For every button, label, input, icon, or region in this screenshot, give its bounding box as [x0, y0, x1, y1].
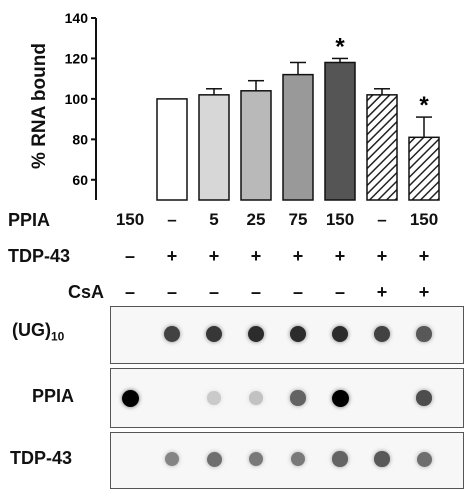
ppia-value: 25	[246, 210, 266, 229]
tdp43-dot	[416, 451, 432, 467]
ug10-dot	[206, 326, 222, 342]
ug10-dot	[374, 326, 390, 342]
blot-label-ug10: (UG)10	[12, 320, 65, 344]
tdp43-dot	[374, 451, 390, 467]
blot-panel-tdp43	[110, 432, 464, 489]
csa-value: –	[292, 282, 303, 302]
csa-value: –	[334, 282, 345, 302]
csa-value: –	[250, 282, 261, 302]
ug10-dot	[247, 325, 265, 343]
bar	[366, 94, 398, 201]
csa-value: +	[376, 282, 388, 302]
tdp43-dot	[332, 451, 348, 467]
ppia-dot	[249, 391, 263, 405]
tdp43-value: +	[292, 246, 304, 266]
csa-value: –	[166, 282, 177, 302]
ppia-value: –	[377, 210, 387, 229]
ppia-dot	[121, 389, 139, 407]
ppia-value: 5	[209, 210, 219, 229]
ppia-value: 150	[115, 210, 145, 229]
row-label-csa: CsA	[68, 282, 105, 302]
ppia-dot	[331, 389, 349, 407]
significance-star: *	[335, 33, 345, 60]
tdp43-value: +	[250, 246, 262, 266]
tdp43-value: +	[376, 246, 388, 266]
bar	[240, 90, 272, 201]
ug10-dot	[289, 325, 307, 343]
bar	[282, 73, 314, 201]
ug10-dot	[164, 326, 180, 342]
ppia-value: –	[167, 210, 177, 229]
blot-label-tdp43: TDP-43	[10, 448, 73, 468]
csa-value: –	[208, 282, 219, 302]
blot-panel-ug10	[110, 306, 464, 364]
ug10-dot	[331, 325, 349, 343]
significance-star: *	[419, 92, 429, 119]
blot-label-ppia: PPIA	[32, 386, 75, 406]
tdp43-value: +	[418, 246, 430, 266]
row-label-tdp43: TDP-43	[8, 246, 71, 266]
bar	[408, 136, 440, 201]
y-tick-label: 140	[65, 10, 89, 26]
blot-panel-ppia	[110, 368, 464, 428]
ppia-value: 150	[409, 210, 439, 229]
bar	[324, 61, 356, 201]
bar	[156, 98, 188, 201]
y-tick-label: 120	[65, 50, 89, 66]
tdp43-value: +	[208, 246, 220, 266]
tdp43-dot	[164, 451, 180, 467]
ppia-value: 75	[288, 210, 308, 229]
ug10-dot	[416, 326, 432, 342]
csa-value: +	[418, 282, 430, 302]
y-tick-label: 80	[72, 131, 88, 147]
ppia-value: 150	[325, 210, 355, 229]
tdp43-dot	[248, 451, 264, 467]
ppia-dot	[416, 390, 432, 406]
tdp43-value: –	[124, 246, 135, 266]
tdp43-value: +	[166, 246, 178, 266]
bar-chart: 60 80 100 120 140 * *	[65, 10, 440, 201]
row-label-ppia: PPIA	[8, 210, 51, 230]
tdp43-value: +	[334, 246, 346, 266]
tdp43-dot	[206, 451, 222, 467]
y-tick-label: 100	[65, 91, 89, 107]
tdp43-dot	[290, 451, 306, 467]
y-tick-label: 60	[72, 172, 88, 188]
ppia-dot	[290, 390, 306, 406]
csa-value: –	[124, 282, 135, 302]
bar	[198, 94, 230, 201]
ppia-dot	[207, 391, 221, 405]
